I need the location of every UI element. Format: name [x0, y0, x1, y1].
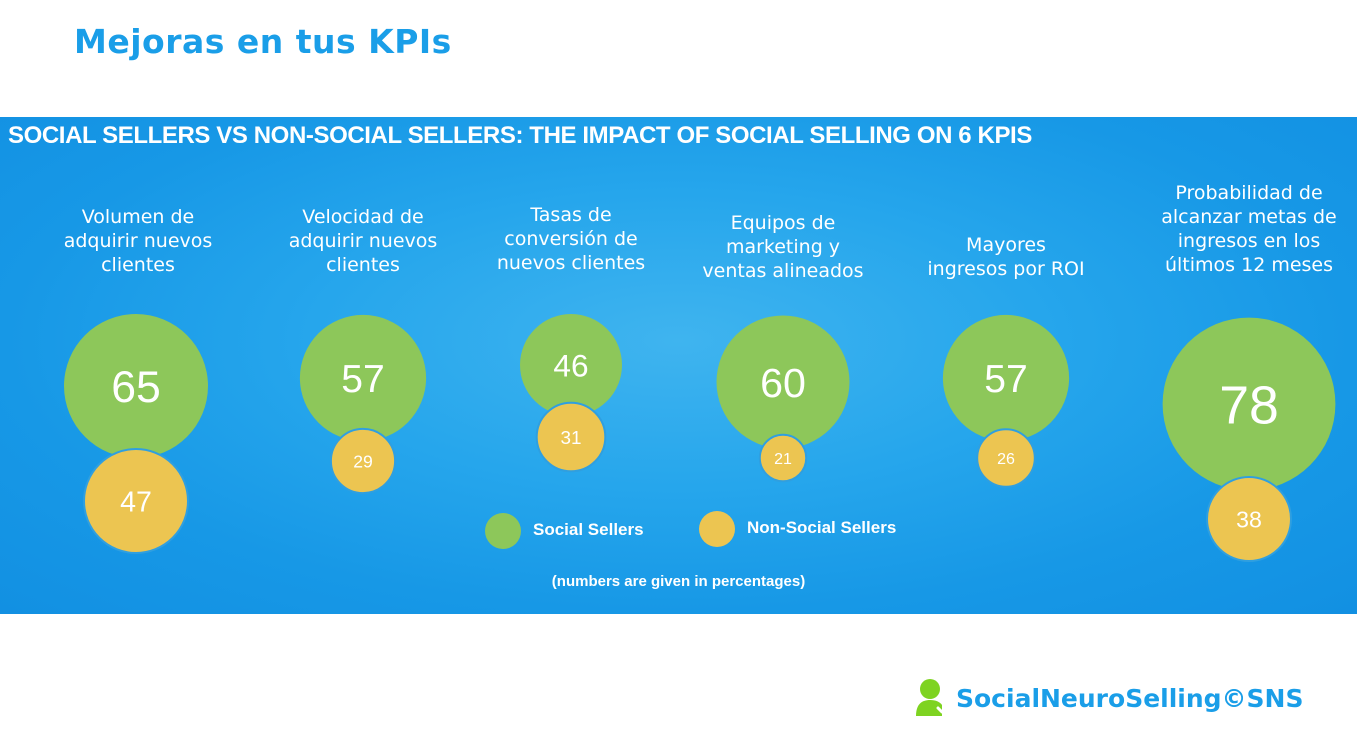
kpi-label-line: ventas alineados	[702, 260, 864, 282]
social-sellers-value: 60	[760, 360, 806, 406]
social-sellers-bubble	[716, 315, 850, 449]
kpi-label: Probabilidad de alcanzar metas de ingresos…	[1139, 181, 1357, 277]
kpi-label-line: Tasas de	[530, 204, 612, 226]
social-sellers-bubble	[1162, 317, 1336, 491]
non-social-sellers-value: 31	[560, 428, 581, 449]
legend-label-social-sellers: Social Sellers	[533, 520, 644, 539]
kpi-label-line: últimos 12 meses	[1164, 254, 1334, 276]
social-sellers-value: 57	[984, 358, 1027, 401]
bubble-chart: 65 47 57 29 46 31 60 21 57 26 78 38	[64, 314, 1336, 562]
kpi-label: Mayores ingresos por ROI	[896, 233, 1116, 281]
legend-marker-social-sellers	[485, 513, 521, 549]
kpi-label-line: Velocidad de	[302, 206, 424, 228]
non-social-sellers-value: 29	[353, 451, 373, 471]
kpi-label: Tasas de conversión de nuevos clientes	[461, 203, 681, 275]
non-social-sellers-value: 38	[1236, 506, 1262, 532]
non-social-sellers-bubble	[329, 427, 397, 495]
brand-name: SocialNeuroSelling©SNS	[956, 683, 1304, 713]
social-sellers-value: 57	[341, 358, 384, 401]
kpi-label-line: alcanzar metas de	[1161, 206, 1337, 228]
kpi-label-line: marketing y	[725, 236, 841, 258]
kpi-bubble-group: 46 31	[520, 314, 622, 473]
person-check-icon	[916, 679, 952, 716]
kpi-label-line: Equipos de	[730, 212, 836, 234]
kpi-label-line: conversión de	[504, 228, 638, 250]
legend-label-non-social-sellers: Non-Social Sellers	[747, 518, 897, 537]
infographic-panel: SOCIAL SELLERS VS NON-SOCIAL SELLERS: TH…	[0, 117, 1357, 614]
non-social-sellers-value: 21	[774, 451, 792, 468]
non-social-sellers-bubble	[83, 448, 189, 554]
percentage-note: (numbers are given in percentages)	[551, 573, 806, 590]
kpi-label-line: adquirir nuevos	[288, 230, 438, 252]
social-sellers-bubble	[64, 314, 208, 458]
kpi-bubble-group: 60 21	[716, 315, 850, 483]
kpi-label: Equipos de marketing y ventas alineados	[673, 211, 893, 283]
kpi-label-line: clientes	[326, 254, 400, 276]
social-sellers-bubble	[520, 314, 622, 416]
brand-logo: SocialNeuroSelling©SNS	[914, 678, 1304, 718]
non-social-sellers-bubble	[535, 401, 607, 473]
kpi-label-line: Mayores	[966, 234, 1046, 256]
kpi-label: Volumen de adquirir nuevos clientes	[28, 205, 248, 277]
kpi-bubble-group: 78 38	[1162, 317, 1336, 562]
kpi-label-line: ingresos por ROI	[927, 258, 1085, 280]
social-sellers-bubble	[942, 314, 1070, 442]
non-social-sellers-value: 47	[120, 486, 152, 518]
kpi-bubble-group: 57 29	[299, 314, 427, 495]
social-sellers-value: 65	[111, 363, 161, 412]
social-sellers-value: 46	[553, 347, 588, 383]
non-social-sellers-value: 26	[997, 451, 1015, 468]
non-social-sellers-bubble	[758, 433, 808, 483]
kpi-label-line: adquirir nuevos	[63, 230, 213, 252]
kpi-bubble-group: 57 26	[942, 314, 1070, 488]
legend-marker-non-social-sellers	[699, 511, 735, 547]
kpi-label-line: nuevos clientes	[496, 252, 646, 274]
social-sellers-bubble	[299, 314, 427, 442]
kpi-label: Velocidad de adquirir nuevos clientes	[253, 205, 473, 277]
kpi-label-line: ingresos en los	[1177, 230, 1321, 252]
kpi-label-line: Probabilidad de	[1175, 182, 1323, 204]
non-social-sellers-bubble	[1206, 476, 1292, 562]
social-sellers-value: 78	[1219, 375, 1279, 435]
kpi-bubble-group: 65 47	[64, 314, 208, 554]
chart-title: SOCIAL SELLERS VS NON-SOCIAL SELLERS: TH…	[8, 122, 1032, 149]
non-social-sellers-bubble	[976, 428, 1036, 488]
kpi-label-line: clientes	[101, 254, 175, 276]
kpi-label-line: Volumen de	[81, 206, 195, 228]
page-title: Mejoras en tus KPIs	[74, 22, 452, 61]
